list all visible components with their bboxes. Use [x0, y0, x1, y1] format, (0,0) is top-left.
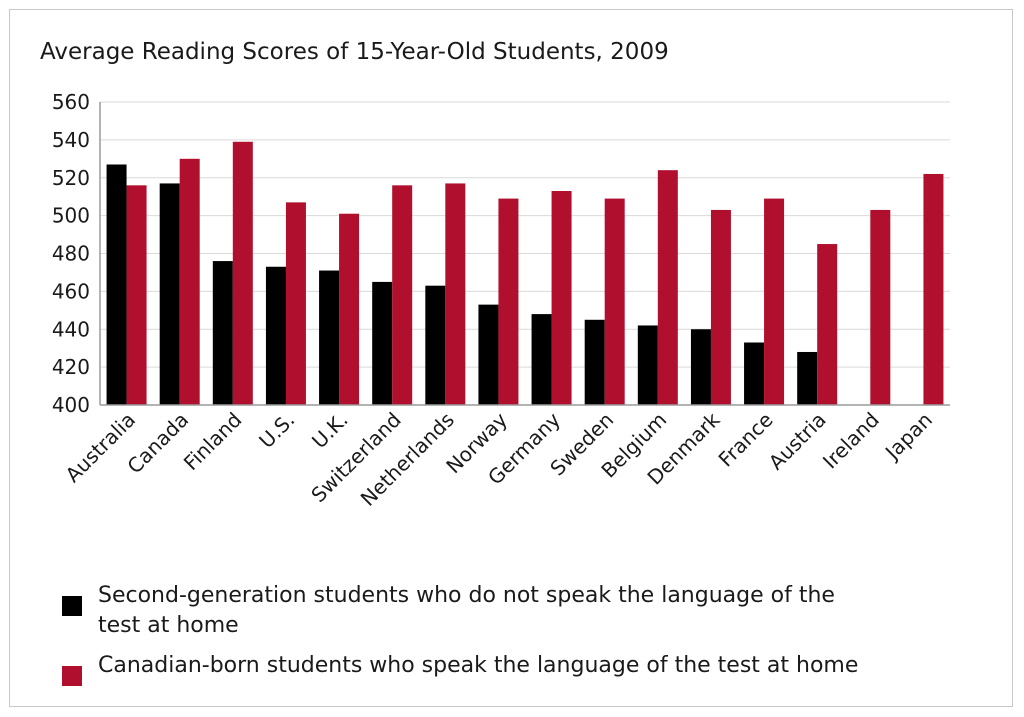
y-tick-label: 420 — [52, 355, 90, 379]
bar-second-generation-belgium — [637, 325, 658, 405]
bar-second-generation-denmark — [690, 329, 711, 405]
x-tick-label: U.K. — [307, 408, 353, 454]
bar-canadian-born-switzerland — [392, 185, 413, 405]
x-tick-label: U.S. — [254, 408, 299, 453]
legend-swatch-canadian-born — [62, 666, 82, 686]
y-tick-label: 520 — [52, 166, 90, 190]
bar-canadian-born-austria — [817, 244, 838, 405]
x-tick-label: Finland — [179, 408, 247, 476]
bar-second-generation-france — [744, 342, 765, 405]
bar-second-generation-austria — [797, 351, 818, 405]
bar-second-generation-norway — [478, 304, 499, 405]
y-tick-label: 540 — [52, 128, 90, 152]
y-tick-labels: 400 420 440 460 480 500 520 540 560 — [52, 90, 90, 417]
bar-canadian-born-finland — [232, 141, 253, 406]
bar-second-generation-sweden — [584, 319, 605, 405]
bar-canadian-born-u-k — [339, 213, 360, 405]
bar-canadian-born-netherlands — [445, 183, 466, 405]
x-tick-label: Australia — [61, 408, 141, 488]
bar-canadian-born-japan — [923, 173, 944, 405]
y-tick-label: 440 — [52, 317, 90, 341]
bar-second-generation-germany — [531, 314, 552, 405]
reading-scores-chart: Average Reading Scores of 15-Year-Old St… — [40, 39, 950, 686]
legend-line: Second-generation students who do not sp… — [98, 583, 835, 608]
bar-second-generation-finland — [212, 261, 233, 405]
bar-second-generation-netherlands — [425, 285, 446, 405]
legend: Second-generation students who do not sp… — [62, 583, 858, 686]
y-tick-label: 560 — [52, 90, 90, 114]
legend-label-canadian-born: Canadian-born students who speak the lan… — [98, 653, 858, 678]
y-tick-label: 500 — [52, 204, 90, 228]
bar-canadian-born-denmark — [710, 209, 731, 405]
bar-canadian-born-ireland — [870, 209, 891, 405]
y-tick-label: 480 — [52, 242, 90, 266]
legend-line: test at home — [98, 613, 239, 638]
bar-second-generation-australia — [106, 164, 127, 405]
bar-second-generation-switzerland — [372, 281, 393, 405]
bar-canadian-born-germany — [551, 191, 572, 405]
y-tick-label: 460 — [52, 279, 90, 303]
bar-canadian-born-france — [764, 198, 785, 405]
legend-swatch-second-generation — [62, 596, 82, 616]
chart-frame: Average Reading Scores of 15-Year-Old St… — [9, 9, 1013, 707]
bar-canadian-born-sweden — [604, 198, 625, 405]
bar-canadian-born-norway — [498, 198, 519, 405]
bars — [106, 141, 944, 406]
bar-second-generation-canada — [159, 183, 180, 405]
legend-line: Canadian-born students who speak the lan… — [98, 653, 858, 678]
bar-second-generation-u-s — [265, 266, 286, 405]
legend-label-second-generation: Second-generation students who do not sp… — [98, 583, 835, 638]
bar-second-generation-u-k — [319, 270, 340, 405]
bar-canadian-born-canada — [179, 158, 200, 405]
bar-canadian-born-belgium — [657, 170, 678, 405]
chart-title: Average Reading Scores of 15-Year-Old St… — [40, 39, 669, 65]
x-tick-label: Japan — [879, 408, 937, 466]
y-tick-label: 400 — [52, 393, 90, 417]
x-tick-label: Ireland — [818, 408, 884, 474]
x-tick-label: Austria — [764, 408, 831, 475]
bar-canadian-born-u-s — [285, 202, 306, 405]
bar-canadian-born-australia — [126, 185, 147, 405]
